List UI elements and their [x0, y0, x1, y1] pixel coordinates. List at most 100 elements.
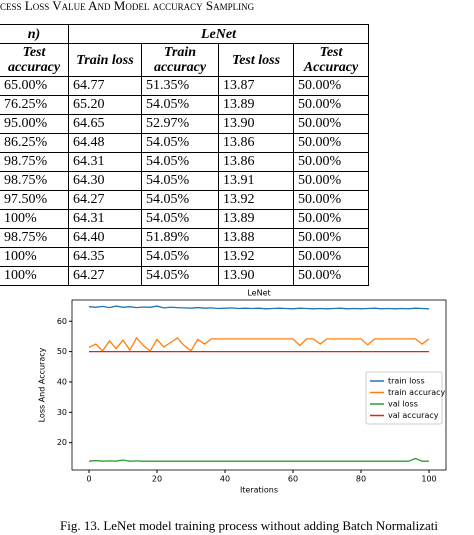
table-row: 97.50% 64.27 54.05% 13.92 50.00% [0, 190, 369, 210]
table-cell: 50.00% [293, 209, 369, 229]
table-cell: 98.75% [0, 171, 69, 191]
x-axis-label: Iterations [240, 486, 278, 495]
table-cell: 13.91 [218, 171, 294, 191]
series-line [88, 457, 429, 462]
legend-box [365, 371, 443, 425]
table-cell: 50.00% [293, 95, 369, 115]
table-row: 98.75% 64.30 54.05% 13.91 50.00% [0, 171, 369, 191]
column-header: Test Accuracy [293, 43, 369, 77]
x-tick-label: 100 [421, 475, 436, 484]
legend-label: train loss [388, 377, 425, 386]
table-cell: 54.05% [141, 266, 219, 286]
x-tick-label: 40 [220, 475, 230, 484]
table-cell: 13.92 [218, 190, 294, 210]
legend-label: train accuracy [388, 388, 446, 397]
y-tick-label: 30 [57, 408, 67, 417]
table-cell: 51.89% [141, 228, 219, 248]
table-cell: 64.77 [68, 76, 142, 96]
table-cell: 50.00% [293, 152, 369, 172]
table-cell: 65.00% [0, 76, 69, 96]
table-cell: 64.40 [68, 228, 142, 248]
table-cell: 52.97% [141, 114, 219, 134]
table-cell: 54.05% [141, 95, 219, 115]
table-cell: 64.27 [68, 266, 142, 286]
y-tick-label: 40 [57, 377, 67, 386]
table-cell: 64.27 [68, 190, 142, 210]
figure-caption: Fig. 13. LeNet model training process wi… [60, 518, 439, 533]
table-cell: 97.50% [0, 190, 69, 210]
table-cell: 54.05% [141, 133, 219, 153]
x-tick-label: 60 [288, 475, 298, 484]
series-line [88, 336, 430, 353]
table-row: 76.25% 65.20 54.05% 13.89 50.00% [0, 95, 369, 115]
table-cell: 64.30 [68, 171, 142, 191]
table-cell: 13.90 [218, 266, 294, 286]
table-cell: 64.31 [68, 152, 142, 172]
table-cell: 50.00% [293, 171, 369, 191]
column-header: Train accuracy [141, 43, 219, 77]
table-cell: 13.86 [218, 133, 294, 153]
table-cell: 50.00% [293, 114, 369, 134]
table-cell: 13.90 [218, 114, 294, 134]
group-header: LeNet [68, 24, 369, 44]
y-tick-label: 60 [57, 317, 67, 326]
table-cell: 50.00% [293, 190, 369, 210]
table-cell: 50.00% [293, 247, 369, 267]
table-cell: 13.86 [218, 152, 294, 172]
table-row: 98.75% 64.31 54.05% 13.86 50.00% [0, 152, 369, 172]
chart: LeNet 0 20 40 60 80 100 20 30 40 50 60 Iterations Los… [38, 289, 447, 495]
table-cell: 98.75% [0, 228, 69, 248]
table-row: 100% 64.27 54.05% 13.90 50.00% [0, 266, 369, 286]
x-tick-label: 0 [86, 475, 91, 484]
legend-label: val accuracy [388, 411, 439, 420]
y-tick-label: 50 [57, 347, 67, 356]
table-cell: 50.00% [293, 266, 369, 286]
table-row: 100% 64.35 54.05% 13.92 50.00% [0, 247, 369, 267]
table-cell: 86.25% [0, 133, 69, 153]
x-tick-label: 20 [152, 475, 162, 484]
column-header: Test accuracy [0, 43, 69, 77]
table-cell: 64.35 [68, 247, 142, 267]
table-cell: 54.05% [141, 190, 219, 210]
table-cell: 64.31 [68, 209, 142, 229]
table-cell: 100% [0, 247, 69, 267]
results-table: n) LeNet Test accuracy Train loss Train acc… [0, 24, 369, 286]
table-cell: 98.75% [0, 152, 69, 172]
table-cell: 64.48 [68, 133, 142, 153]
series-line [88, 305, 430, 310]
table-row: 86.25% 64.48 54.05% 13.86 50.00% [0, 133, 369, 153]
table-cell: 51.35% [141, 76, 219, 96]
table-cell: 100% [0, 209, 69, 229]
table-row: 98.75% 64.40 51.89% 13.88 50.00% [0, 228, 369, 248]
table-cell: 50.00% [293, 76, 369, 96]
table-cell: 54.05% [141, 209, 219, 229]
table-cell: 65.20 [68, 95, 142, 115]
table-title: cess Loss Value And Model accuracy Sampl… [0, 0, 255, 13]
table-cell: 54.05% [141, 171, 219, 191]
column-header: Train loss [68, 43, 142, 77]
table-cell: 13.89 [218, 209, 294, 229]
table-row: 95.00% 64.65 52.97% 13.90 50.00% [0, 114, 369, 134]
table-cell: 100% [0, 266, 69, 286]
table-row: 100% 64.31 54.05% 13.89 50.00% [0, 209, 369, 229]
table-cell: 13.92 [218, 247, 294, 267]
legend-label: val loss [388, 400, 418, 409]
y-axis-label: Loss And Accuracy [38, 347, 47, 422]
table-cell: 54.05% [141, 247, 219, 267]
column-header: Test loss [218, 43, 294, 77]
table-cell: 76.25% [0, 95, 69, 115]
chart-title: LeNet [247, 289, 270, 298]
table-cell: 13.87 [218, 76, 294, 96]
y-tick-label: 20 [57, 438, 67, 447]
table-row: 65.00% 64.77 51.35% 13.87 50.00% [0, 76, 369, 96]
table-cell: 50.00% [293, 133, 369, 153]
table-cell: 50.00% [293, 228, 369, 248]
x-tick-label: 80 [356, 475, 366, 484]
table-cell: 64.65 [68, 114, 142, 134]
table-cell: 13.89 [218, 95, 294, 115]
table-cell: 95.00% [0, 114, 69, 134]
table-cell: 54.05% [141, 152, 219, 172]
corner-cell: n) [0, 24, 69, 44]
plot-frame [71, 299, 447, 471]
